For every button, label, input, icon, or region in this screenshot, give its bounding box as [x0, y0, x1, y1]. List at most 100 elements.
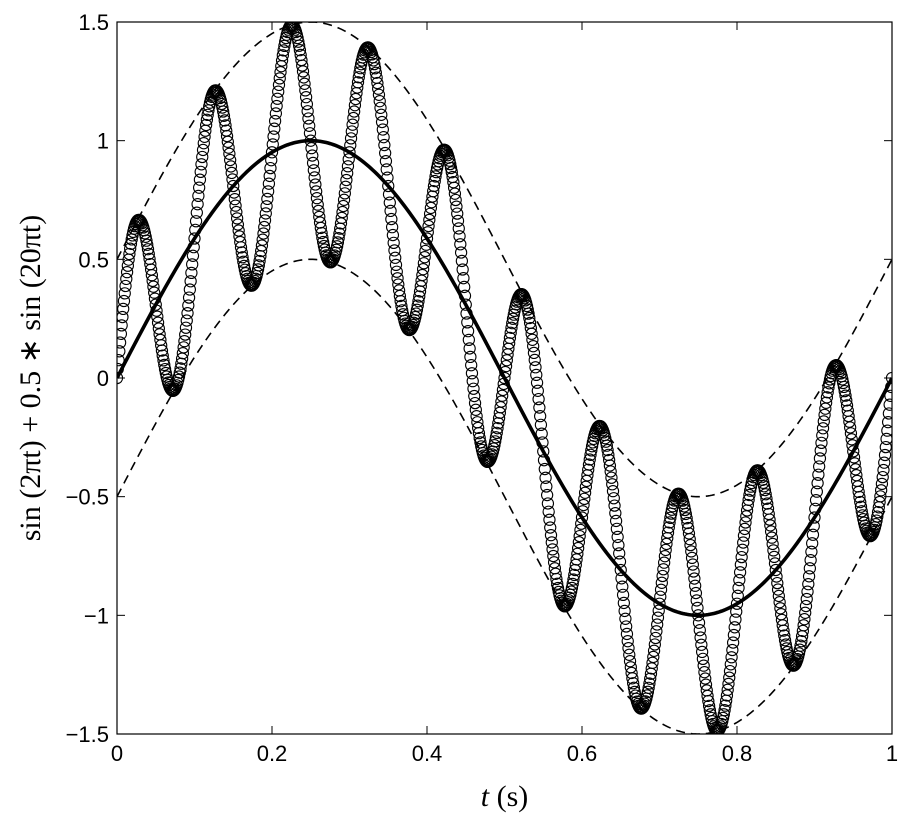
data-marker — [815, 436, 828, 449]
data-marker — [727, 628, 741, 642]
data-marker — [532, 392, 545, 406]
data-marker — [473, 431, 486, 445]
data-marker — [452, 222, 465, 235]
data-marker — [140, 234, 153, 247]
data-marker — [445, 166, 458, 179]
data-marker — [758, 483, 772, 497]
data-marker — [308, 171, 321, 184]
data-marker — [801, 585, 814, 598]
data-marker — [181, 307, 194, 320]
data-marker — [221, 135, 234, 148]
data-marker — [195, 158, 208, 171]
data-marker — [737, 536, 750, 549]
data-marker — [853, 490, 866, 504]
data-marker — [606, 484, 620, 498]
data-marker — [455, 254, 469, 268]
data-marker — [371, 76, 384, 90]
data-marker — [309, 178, 322, 191]
data-marker — [812, 468, 825, 481]
data-marker — [337, 199, 350, 213]
data-marker — [738, 522, 751, 536]
data-marker — [257, 227, 270, 240]
data-marker — [385, 220, 399, 234]
y-tick-label: 0 — [97, 366, 109, 391]
data-marker — [296, 59, 309, 72]
data-marker — [417, 257, 431, 270]
data-marker — [771, 576, 784, 590]
data-marker — [582, 463, 595, 476]
x-axis-label-var: t — [481, 780, 490, 813]
data-marker — [741, 498, 754, 512]
x-tick-label: 0.8 — [722, 741, 753, 766]
data-marker — [389, 251, 402, 264]
data-marker — [659, 543, 672, 557]
data-marker — [799, 606, 812, 619]
data-marker — [303, 119, 316, 132]
data-marker — [623, 648, 636, 661]
data-marker — [192, 181, 206, 194]
data-marker — [150, 304, 163, 317]
data-marker — [585, 444, 598, 457]
data-marker — [495, 395, 508, 408]
data-marker — [608, 499, 621, 512]
data-marker — [274, 65, 287, 79]
data-marker — [663, 516, 676, 529]
data-marker — [623, 655, 637, 668]
data-marker — [649, 631, 662, 645]
data-marker — [541, 497, 555, 510]
data-marker — [190, 206, 203, 219]
data-marker — [491, 422, 504, 435]
data-marker — [236, 251, 249, 264]
data-marker — [778, 629, 791, 642]
data-marker — [721, 683, 734, 696]
data-marker — [261, 192, 274, 206]
data-marker — [797, 619, 810, 632]
data-marker — [770, 570, 783, 583]
data-marker — [225, 166, 238, 180]
data-marker — [847, 445, 860, 458]
data-marker — [381, 171, 394, 184]
data-marker — [599, 435, 613, 448]
data-marker — [731, 589, 744, 602]
data-marker — [811, 476, 824, 490]
data-marker — [379, 155, 393, 168]
data-marker — [771, 583, 785, 596]
data-marker — [567, 573, 580, 586]
data-marker — [387, 236, 400, 249]
data-marker — [647, 650, 660, 664]
data-marker — [237, 255, 250, 268]
data-marker — [572, 535, 586, 549]
data-marker — [543, 513, 556, 526]
data-marker — [499, 359, 513, 373]
data-marker — [222, 141, 235, 154]
tick-layer: 0 0.2 0.4 0.6 0.8 1 −1.5 −1 −0.5 0 0.5 1 1.5 — [66, 10, 899, 766]
data-marker — [809, 502, 822, 515]
data-marker — [142, 247, 155, 261]
data-marker — [697, 659, 710, 672]
data-marker — [726, 643, 739, 657]
data-marker — [730, 605, 743, 618]
data-marker — [420, 238, 433, 251]
data-marker — [461, 325, 475, 338]
data-marker — [117, 345, 126, 358]
data-marker — [375, 108, 388, 121]
data-marker — [263, 169, 276, 183]
data-marker — [220, 129, 234, 143]
data-marker — [880, 432, 892, 446]
data-marker — [374, 101, 387, 115]
data-marker — [462, 333, 475, 347]
data-marker — [416, 268, 429, 282]
data-marker — [189, 223, 202, 236]
data-marker — [528, 353, 541, 367]
data-marker — [468, 396, 482, 410]
data-marker — [141, 243, 155, 256]
data-marker — [574, 523, 587, 537]
data-marker — [622, 641, 635, 655]
data-marker — [805, 545, 818, 558]
data-marker — [299, 84, 312, 97]
data-marker — [875, 477, 889, 491]
data-marker — [300, 97, 314, 111]
data-marker — [609, 507, 622, 520]
data-marker — [806, 528, 820, 541]
data-marker — [120, 265, 134, 279]
